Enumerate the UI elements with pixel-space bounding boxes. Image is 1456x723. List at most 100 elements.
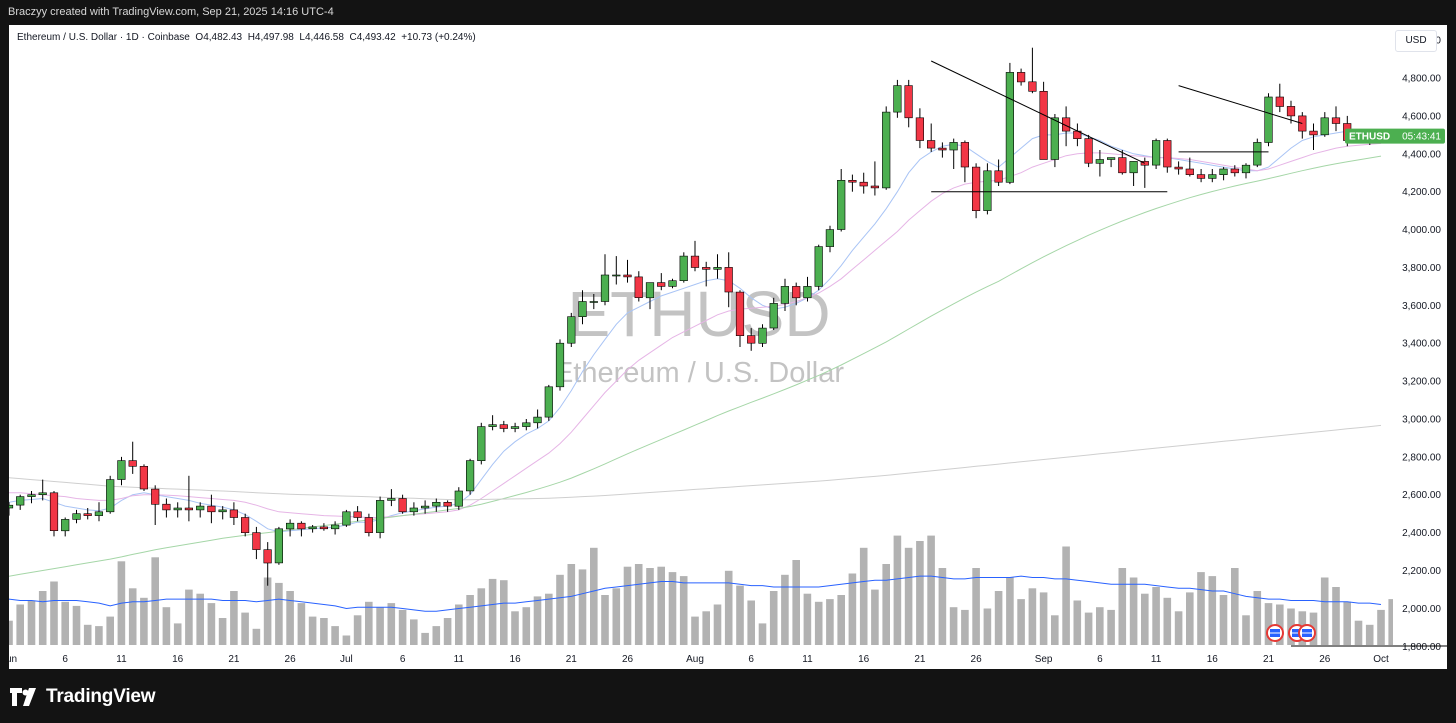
candle [61, 517, 70, 537]
legend-high-label: H [247, 32, 255, 43]
volume-bar [72, 605, 81, 645]
volume-bar [1365, 624, 1374, 646]
last-price-tag: ETHUSD 05:43:41 [1345, 128, 1445, 144]
volume-bar [646, 568, 654, 645]
candle-body [1230, 168, 1239, 174]
price-chart[interactable]: ETHUSD Ethereum / U.S. Dollar 1,800.00 2,… [9, 25, 1447, 669]
candle [353, 506, 362, 522]
candle-body [971, 166, 981, 212]
candle-body [1028, 81, 1037, 92]
volume-bar [848, 573, 857, 645]
price-tick-label: 3,600.00 [1402, 301, 1441, 312]
candle [859, 172, 868, 194]
candle [1185, 157, 1194, 177]
volume-bar [601, 595, 609, 645]
trendlines[interactable] [930, 60, 1303, 193]
volume-bar [679, 576, 688, 645]
volume-bar [196, 593, 204, 645]
candle [634, 271, 643, 302]
candle [319, 523, 329, 531]
volume-bar [1039, 592, 1048, 645]
volume-bar [151, 557, 159, 646]
volume-bar [814, 601, 823, 645]
candle [1230, 165, 1239, 177]
time-tick-label: Jul [340, 654, 353, 665]
candle [9, 502, 14, 516]
candle-body [308, 526, 317, 530]
price-tick-label: 2,600.00 [1402, 490, 1441, 501]
volume-bar [938, 568, 947, 645]
candle-body [353, 511, 362, 518]
volume-bar [657, 566, 665, 645]
time-tick-label: 11 [802, 654, 813, 665]
legend-high: 4,497.98 [254, 32, 294, 43]
volume-bar [949, 607, 958, 645]
price-axis[interactable]: 1,800.00 2,000.00 2,200.00 2,400.00 2,600.00… [1393, 25, 1447, 669]
candle [1219, 167, 1228, 181]
volume-bar [533, 596, 542, 645]
volume-bar [353, 615, 362, 645]
candle-body [679, 255, 688, 282]
time-tick-label: 21 [914, 654, 926, 665]
time-tick-label: 11 [1151, 654, 1162, 665]
time-axis[interactable]: Jun 6 11 16 21 26 Jul 6 11 16 21 26 Aug 6 11 16 21 26 Sep 6… [9, 645, 1447, 669]
volume-bar [612, 588, 621, 645]
footer-bar [0, 669, 1456, 723]
legend-open: 4,482.43 [203, 32, 243, 43]
moving-average-ma_long [9, 424, 1382, 501]
candle [1118, 150, 1127, 175]
volume-bar [140, 597, 148, 646]
currency-unit-button[interactable]: USD [1395, 30, 1437, 52]
volume-bar [1332, 587, 1340, 645]
candle [938, 142, 947, 158]
candle [702, 261, 711, 287]
candle-body [1309, 130, 1318, 136]
candle-body [1320, 117, 1329, 136]
candle [971, 163, 981, 219]
volume-bar [1006, 577, 1014, 645]
candle-body [769, 303, 778, 329]
event-markers[interactable] [1266, 624, 1316, 642]
tradingview-logo[interactable]: TradingView [10, 683, 156, 711]
candle [679, 252, 688, 283]
volume-bar [623, 566, 632, 645]
candle-body [882, 111, 891, 189]
candle-body [151, 488, 160, 505]
candle-body [1208, 174, 1217, 179]
moving-average-ma_slow [9, 155, 1382, 577]
volume-bar [466, 595, 474, 645]
candle-body [870, 185, 879, 189]
volume-bar [455, 604, 463, 645]
time-tick-label: 26 [1319, 654, 1331, 665]
volume-bar [578, 569, 587, 645]
candle-body [623, 274, 632, 278]
candle-body [713, 267, 722, 270]
candle-body [285, 522, 295, 530]
candle-body [1219, 168, 1228, 175]
volume-bar [668, 572, 677, 645]
candle [117, 456, 126, 486]
chart-panel[interactable]: ETHUSD Ethereum / U.S. Dollar 1,800.00 2,… [9, 25, 1447, 669]
candle [16, 494, 25, 510]
candle-body [1253, 142, 1262, 166]
candle [1241, 163, 1251, 179]
price-tick-label: 2,200.00 [1402, 566, 1441, 577]
price-tick-label: 4,600.00 [1402, 111, 1441, 122]
candle-body [9, 504, 14, 509]
candle-body [792, 286, 801, 299]
volume-bar [702, 611, 710, 646]
legend-close: 4,493.42 [356, 32, 396, 43]
volume-bar [1276, 604, 1284, 645]
candle [1309, 123, 1318, 150]
volume-bar [342, 635, 351, 645]
candle-body [1062, 117, 1071, 132]
candle [735, 290, 745, 347]
candle-body [1174, 166, 1183, 170]
candle-body [1005, 72, 1014, 183]
candle [1253, 138, 1262, 168]
economic-event-icon [1298, 624, 1316, 642]
tradingview-brand: TradingView [46, 686, 156, 707]
volume-bar [106, 616, 114, 645]
volume-ma-series [9, 575, 1382, 612]
time-tick-label: 16 [510, 654, 522, 665]
